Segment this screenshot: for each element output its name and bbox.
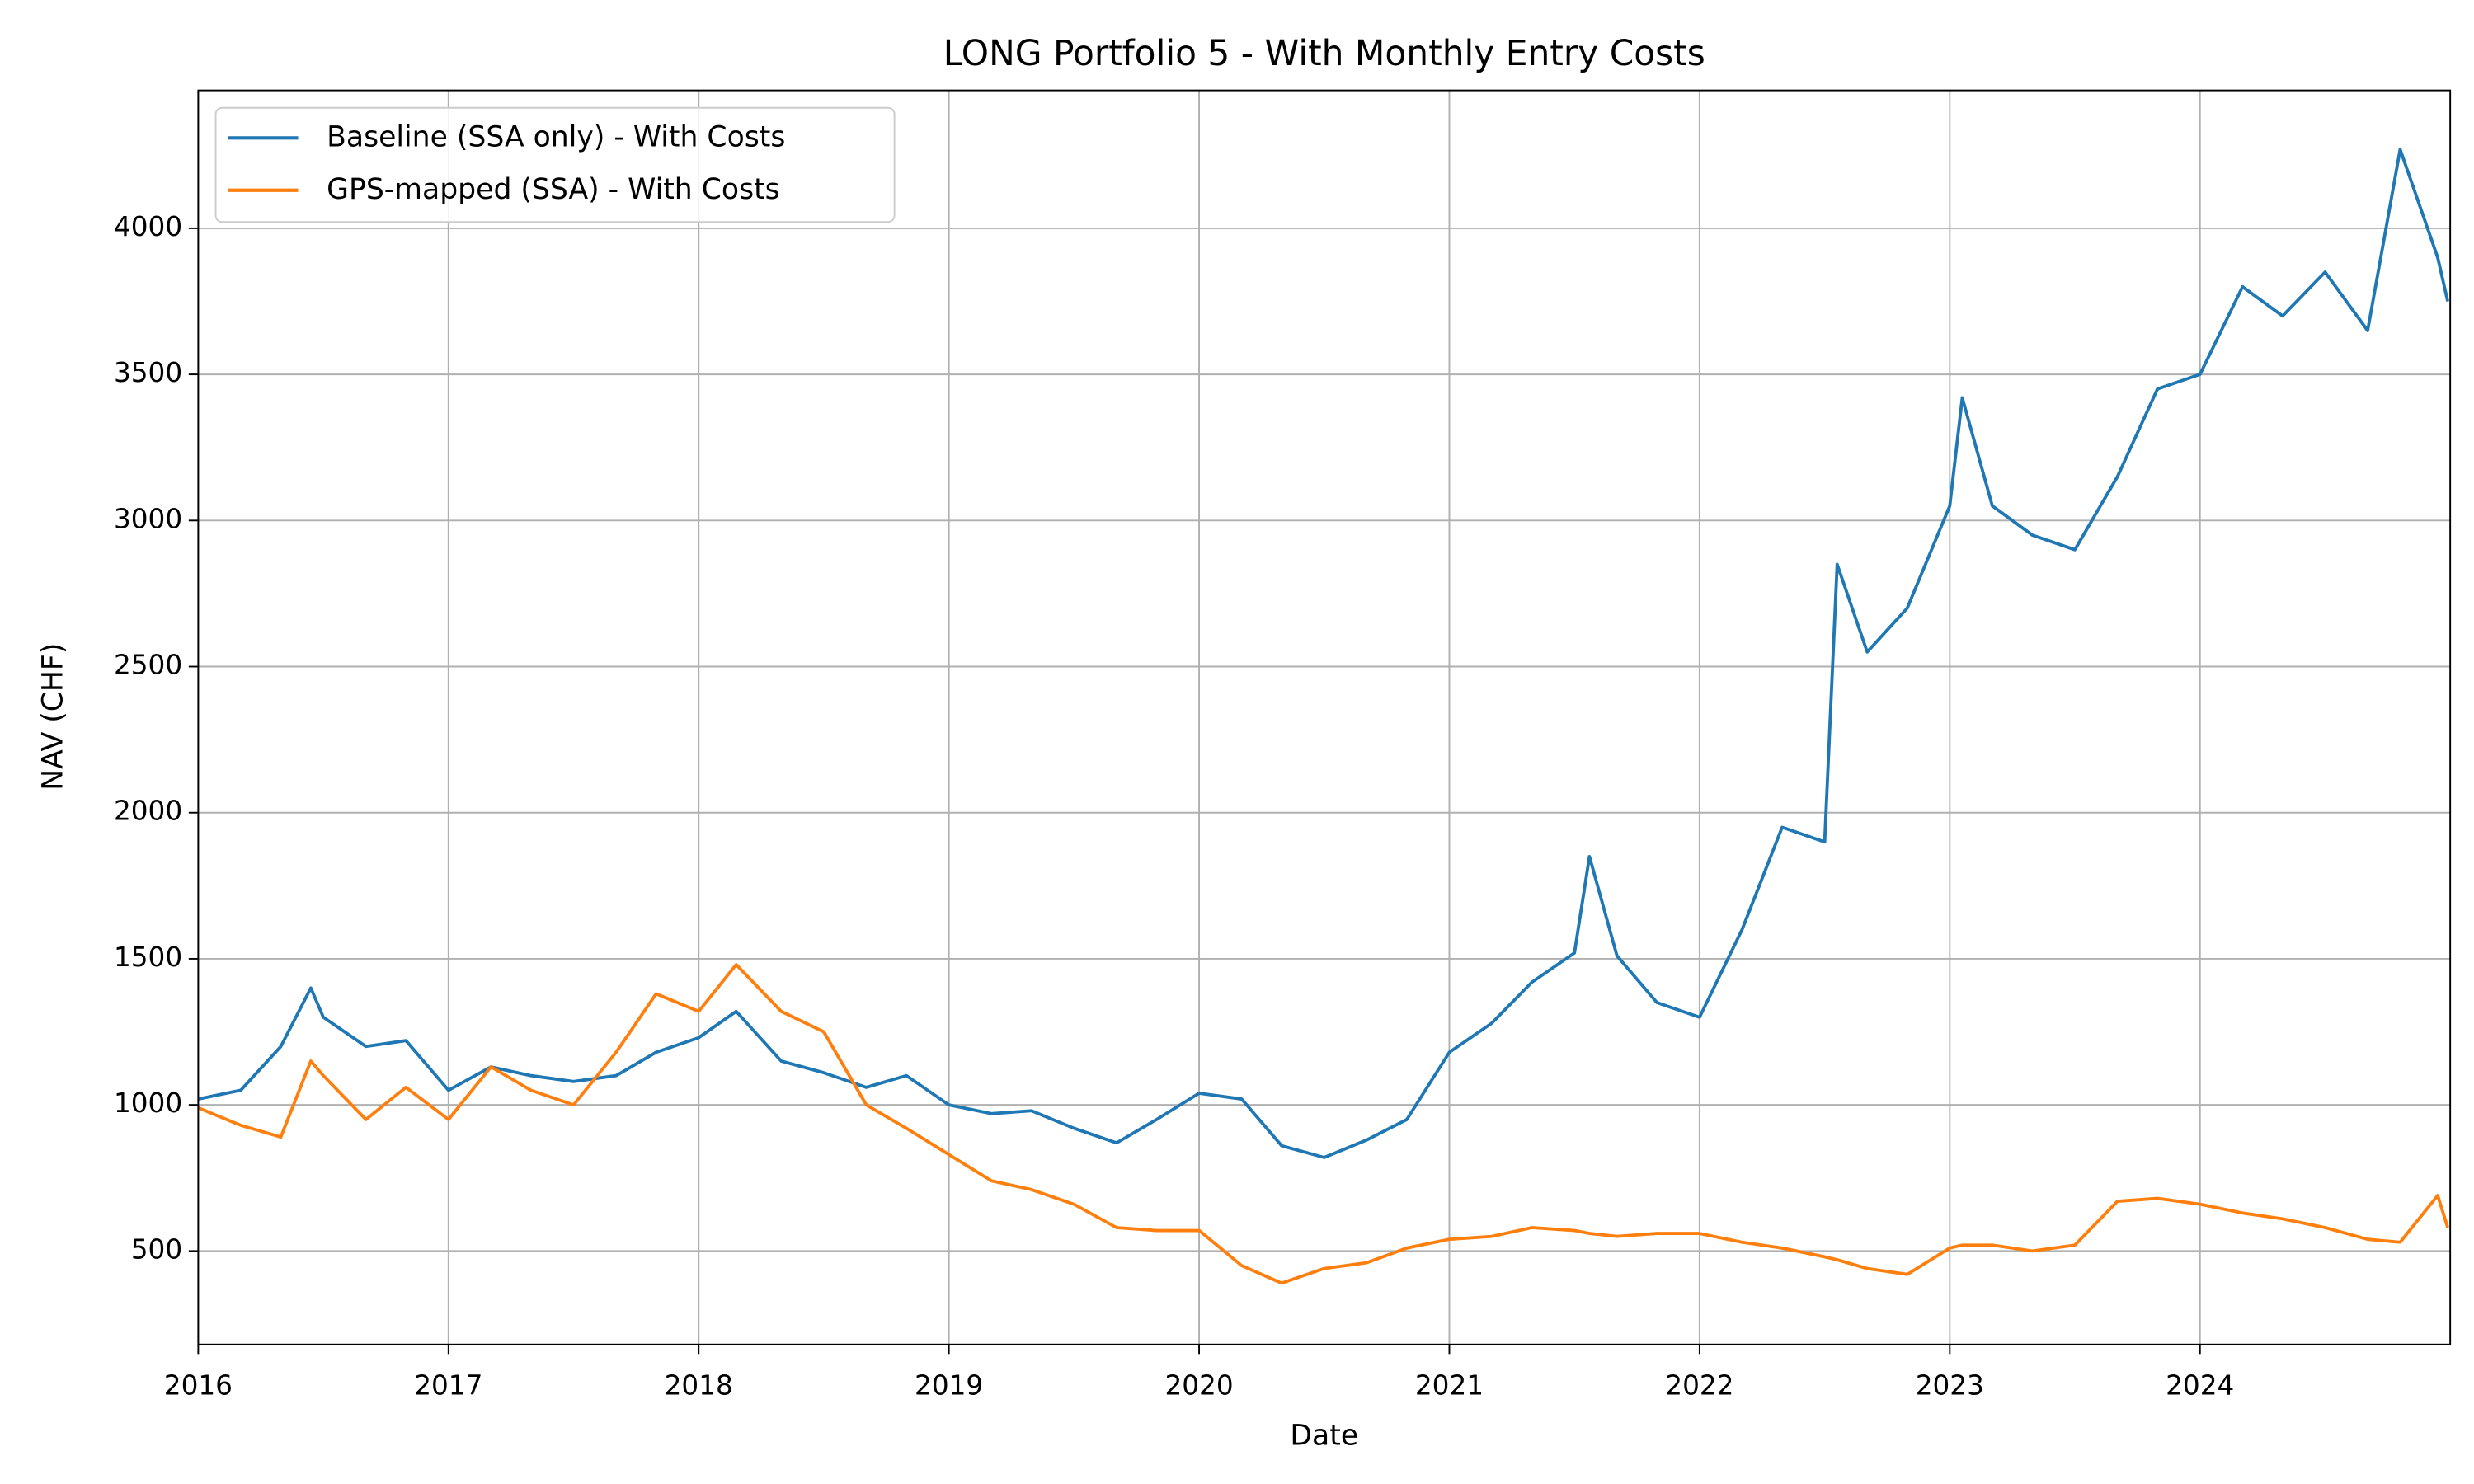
x-tick-label: 2016 (164, 1370, 233, 1402)
legend-box (214, 106, 896, 223)
y-tick-label: 3000 (114, 503, 182, 534)
y-tick-label: 2500 (114, 650, 182, 681)
x-tick-label: 2023 (1916, 1370, 1984, 1402)
y-axis-label: NAV (CHF) (36, 643, 69, 791)
y-tick-label: 500 (131, 1233, 182, 1265)
legend: Baseline (SSA only) - With Costs GPS-mapp… (214, 106, 896, 223)
x-tick-label: 2020 (1164, 1370, 1233, 1402)
y-tick-label: 2000 (114, 796, 182, 827)
x-tick-label: 2019 (915, 1370, 983, 1402)
legend-label: GPS-mapped (SSA) - With Costs (327, 173, 780, 206)
x-tick-label: 2022 (1665, 1370, 1733, 1402)
x-tick-label: 2017 (414, 1370, 482, 1402)
legend-label: Baseline (SSA only) - With Costs (327, 120, 785, 153)
x-tick-label: 2018 (665, 1370, 733, 1402)
x-tick-label: 2021 (1415, 1370, 1484, 1402)
series-line (197, 963, 2449, 1285)
chart-title: LONG Portfolio 5 - With Monthly Entry Co… (943, 33, 1705, 73)
y-tick-label: 4000 (114, 211, 182, 242)
y-tick-label: 3500 (114, 357, 182, 388)
y-tick-label: 1000 (114, 1087, 182, 1119)
series-line (197, 148, 2449, 1159)
x-axis-label: Date (1290, 1419, 1358, 1452)
y-tick-label: 1500 (114, 942, 182, 973)
x-tick-label: 2024 (2166, 1370, 2234, 1402)
plot-frame (197, 89, 2452, 1345)
